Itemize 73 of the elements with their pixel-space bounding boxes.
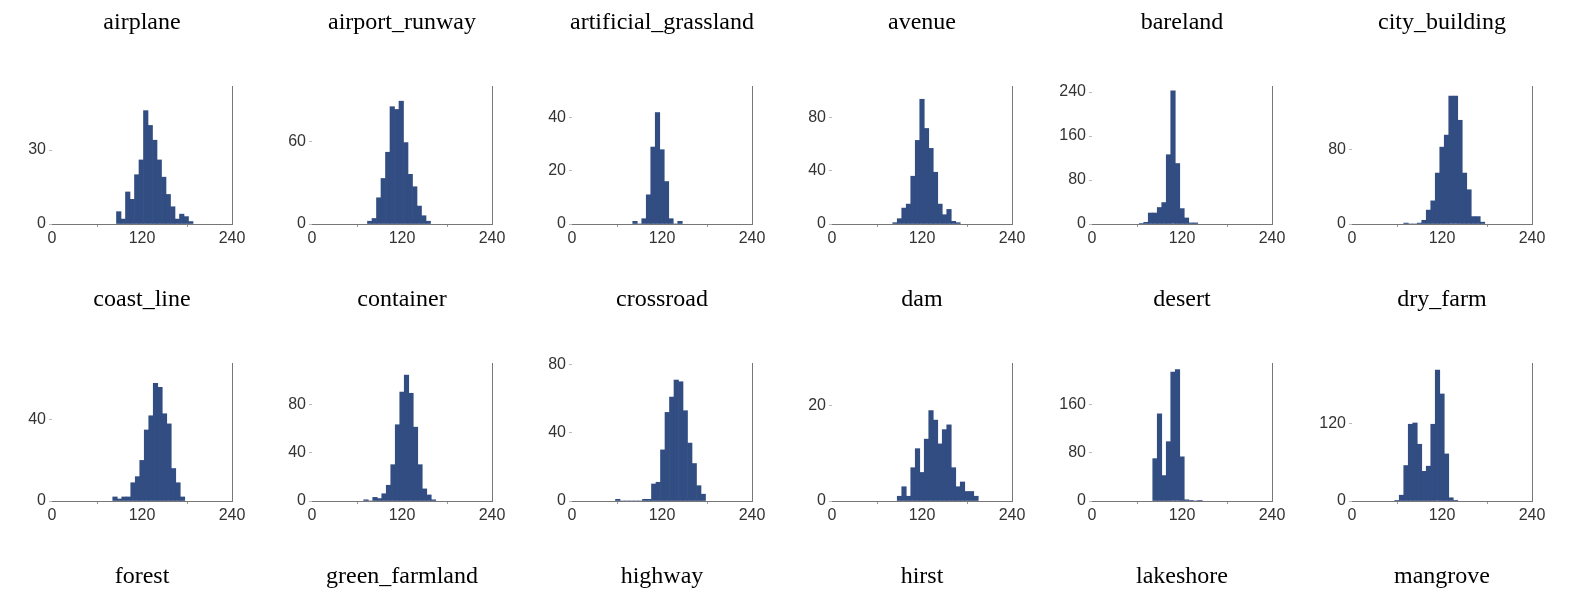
x-tick-label: 240 — [738, 506, 766, 524]
text: lakeshore — [1135, 562, 1229, 589]
chart-title: crossroad — [615, 285, 709, 312]
y-tick-label: 80 — [1068, 170, 1087, 188]
y-tick-label: 20 — [808, 396, 827, 414]
y-tick-label: 60 — [288, 131, 307, 149]
x-tick-label: 240 — [1258, 506, 1286, 524]
text: forest — [113, 562, 171, 589]
y-tick-label: 0 — [557, 491, 567, 509]
x-tick-label: 240 — [478, 506, 506, 524]
y-tick-label: 0 — [297, 491, 307, 509]
y-tick-label: 40 — [808, 161, 827, 179]
y-tick-label: 0 — [1337, 491, 1347, 509]
y-tick-label: 0 — [817, 214, 827, 232]
chart-title: city_building — [1377, 8, 1507, 35]
text: mangrove — [1393, 562, 1491, 589]
y-tick-label: 40 — [288, 442, 307, 460]
y-tick-label: 0 — [557, 214, 567, 232]
chart-title: dam — [900, 285, 944, 312]
text: hirst — [899, 562, 945, 589]
y-tick-label: 0 — [1077, 491, 1087, 509]
chart-title: bareland — [1139, 8, 1225, 35]
x-tick-label: 240 — [998, 229, 1026, 247]
y-tick-label: 0 — [37, 491, 47, 509]
y-tick-label: 80 — [808, 108, 827, 126]
y-tick-label: 120 — [1319, 414, 1347, 432]
x-tick-label: 120 — [388, 229, 416, 247]
x-tick-label: 240 — [1258, 229, 1286, 247]
chart-title: airport_runway — [327, 8, 477, 35]
chart-title: container — [356, 285, 448, 312]
y-tick-label: 80 — [548, 355, 567, 373]
y-tick-label: 0 — [1077, 214, 1087, 232]
y-tick-label: 40 — [28, 410, 47, 428]
y-tick-label: 30 — [28, 140, 47, 158]
text: highway — [619, 562, 705, 589]
x-tick-label: 120 — [1428, 229, 1456, 247]
y-tick-label: 80 — [288, 394, 307, 412]
x-tick-label: 240 — [738, 229, 766, 247]
y-tick-label: 0 — [1337, 214, 1347, 232]
x-tick-label: 120 — [128, 506, 156, 524]
y-tick-label: 160 — [1059, 394, 1087, 412]
text: green_farmland — [325, 562, 479, 589]
x-tick-label: 120 — [908, 506, 936, 524]
chart-title: airplane — [102, 8, 182, 35]
x-tick-label: 240 — [478, 229, 506, 247]
x-tick-label: 240 — [1518, 229, 1546, 247]
x-tick-label: 240 — [998, 506, 1026, 524]
y-tick-label: 240 — [1059, 82, 1087, 100]
chart-title: desert — [1152, 285, 1212, 312]
x-tick-label: 120 — [388, 506, 416, 524]
y-tick-label: 80 — [1328, 140, 1347, 158]
y-tick-label: 80 — [1068, 442, 1087, 460]
x-tick-label: 240 — [1518, 506, 1546, 524]
chart-title: artificial_grassland — [569, 8, 755, 35]
x-tick-label: 120 — [908, 229, 936, 247]
x-tick-label: 240 — [218, 506, 246, 524]
x-tick-label: 120 — [648, 229, 676, 247]
x-tick-label: 120 — [128, 229, 156, 247]
y-tick-label: 0 — [817, 491, 827, 509]
y-tick-label: 160 — [1059, 126, 1087, 144]
chart-title: coast_line — [92, 285, 192, 312]
x-tick-label: 120 — [1428, 506, 1456, 524]
x-tick-label: 240 — [218, 229, 246, 247]
chart-title: dry_farm — [1396, 285, 1488, 312]
y-tick-label: 40 — [548, 108, 567, 126]
y-tick-label: 40 — [548, 423, 567, 441]
y-tick-label: 0 — [297, 214, 307, 232]
x-tick-label: 120 — [648, 506, 676, 524]
y-tick-label: 20 — [548, 161, 567, 179]
x-tick-label: 120 — [1168, 506, 1196, 524]
y-tick-label: 0 — [37, 214, 47, 232]
chart-title: avenue — [887, 8, 957, 35]
x-tick-label: 120 — [1168, 229, 1196, 247]
